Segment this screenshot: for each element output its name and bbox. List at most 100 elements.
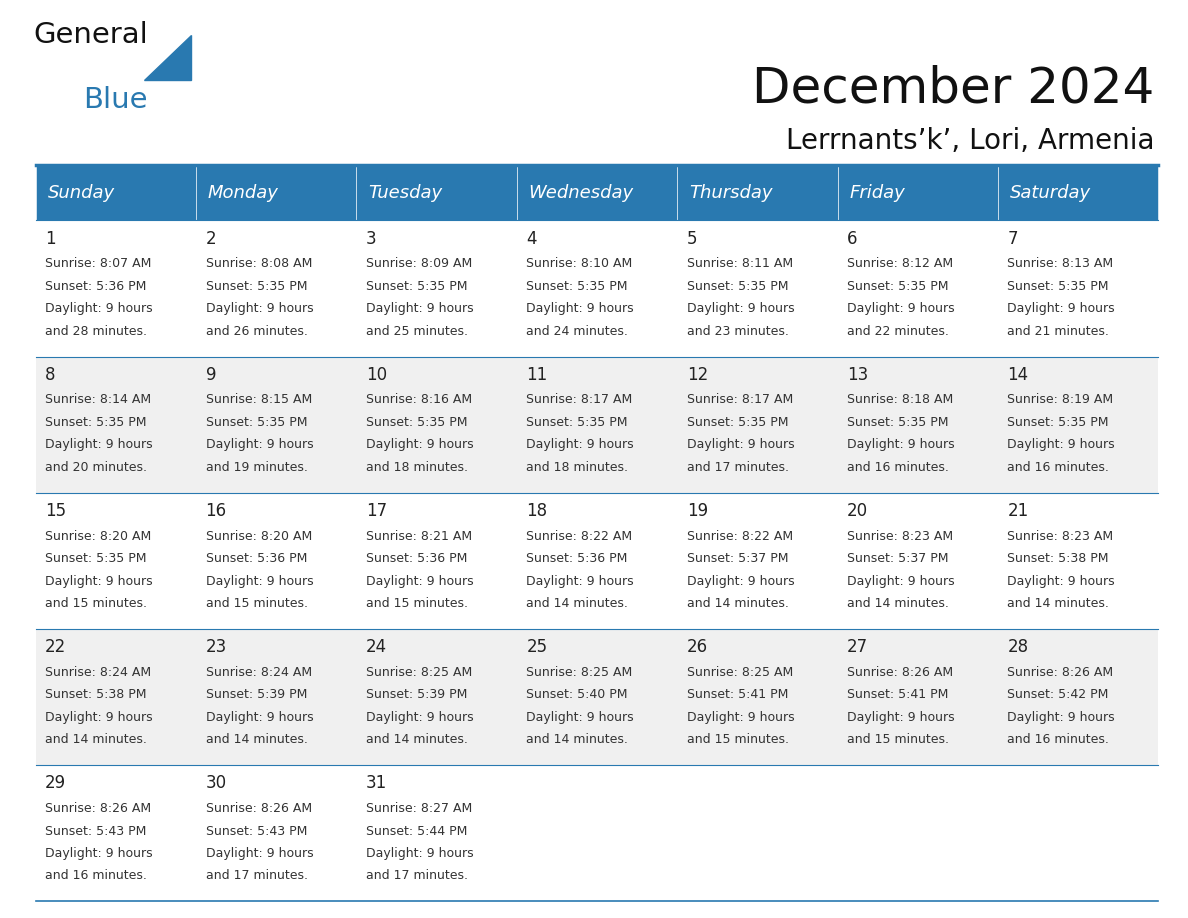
Text: Daylight: 9 hours: Daylight: 9 hours: [526, 438, 634, 452]
Text: Sunset: 5:35 PM: Sunset: 5:35 PM: [1007, 416, 1108, 429]
Text: Daylight: 9 hours: Daylight: 9 hours: [366, 302, 474, 315]
Text: and 24 minutes.: and 24 minutes.: [526, 325, 628, 338]
Text: Sunset: 5:36 PM: Sunset: 5:36 PM: [526, 552, 627, 565]
Text: and 18 minutes.: and 18 minutes.: [366, 461, 468, 474]
Text: Sunrise: 8:25 AM: Sunrise: 8:25 AM: [687, 666, 792, 678]
Text: and 17 minutes.: and 17 minutes.: [206, 869, 308, 882]
Text: Sunset: 5:35 PM: Sunset: 5:35 PM: [206, 280, 307, 293]
Text: Daylight: 9 hours: Daylight: 9 hours: [847, 438, 955, 452]
Text: 27: 27: [847, 638, 868, 656]
Text: Daylight: 9 hours: Daylight: 9 hours: [45, 847, 153, 860]
Text: 10: 10: [366, 365, 387, 384]
Text: Sunrise: 8:26 AM: Sunrise: 8:26 AM: [206, 802, 311, 815]
Text: and 25 minutes.: and 25 minutes.: [366, 325, 468, 338]
Text: Thursday: Thursday: [689, 184, 772, 202]
Text: and 15 minutes.: and 15 minutes.: [366, 597, 468, 610]
Text: Sunset: 5:39 PM: Sunset: 5:39 PM: [366, 688, 467, 701]
Text: Sunset: 5:35 PM: Sunset: 5:35 PM: [366, 280, 467, 293]
Text: Daylight: 9 hours: Daylight: 9 hours: [206, 847, 314, 860]
Text: 2: 2: [206, 230, 216, 248]
Text: 21: 21: [1007, 502, 1029, 520]
Text: Daylight: 9 hours: Daylight: 9 hours: [847, 711, 955, 723]
Text: Sunrise: 8:17 AM: Sunrise: 8:17 AM: [687, 393, 792, 407]
Text: 8: 8: [45, 365, 56, 384]
Text: 24: 24: [366, 638, 387, 656]
Text: 31: 31: [366, 775, 387, 792]
Text: 22: 22: [45, 638, 67, 656]
Text: Sunrise: 8:25 AM: Sunrise: 8:25 AM: [366, 666, 472, 678]
Text: General: General: [33, 21, 148, 49]
Text: 29: 29: [45, 775, 67, 792]
Text: and 15 minutes.: and 15 minutes.: [206, 597, 308, 610]
Text: Sunset: 5:35 PM: Sunset: 5:35 PM: [847, 280, 948, 293]
Text: Daylight: 9 hours: Daylight: 9 hours: [526, 711, 634, 723]
Text: 13: 13: [847, 365, 868, 384]
Text: Daylight: 9 hours: Daylight: 9 hours: [1007, 711, 1116, 723]
Text: Sunrise: 8:21 AM: Sunrise: 8:21 AM: [366, 530, 472, 543]
Text: Daylight: 9 hours: Daylight: 9 hours: [45, 575, 153, 588]
Text: 11: 11: [526, 365, 548, 384]
Text: Sunrise: 8:26 AM: Sunrise: 8:26 AM: [1007, 666, 1113, 678]
Text: Sunset: 5:43 PM: Sunset: 5:43 PM: [206, 824, 307, 837]
Text: 14: 14: [1007, 365, 1029, 384]
Text: 6: 6: [847, 230, 858, 248]
Text: Sunset: 5:36 PM: Sunset: 5:36 PM: [206, 552, 307, 565]
Text: and 18 minutes.: and 18 minutes.: [526, 461, 628, 474]
Text: Sunrise: 8:26 AM: Sunrise: 8:26 AM: [847, 666, 953, 678]
Text: and 16 minutes.: and 16 minutes.: [45, 869, 147, 882]
Text: Friday: Friday: [849, 184, 905, 202]
Text: 16: 16: [206, 502, 227, 520]
Text: Sunrise: 8:20 AM: Sunrise: 8:20 AM: [206, 530, 311, 543]
Text: and 15 minutes.: and 15 minutes.: [847, 733, 949, 746]
Text: Sunrise: 8:09 AM: Sunrise: 8:09 AM: [366, 257, 472, 270]
Text: 30: 30: [206, 775, 227, 792]
Text: and 17 minutes.: and 17 minutes.: [687, 461, 789, 474]
Text: Sunset: 5:38 PM: Sunset: 5:38 PM: [1007, 552, 1108, 565]
Text: and 15 minutes.: and 15 minutes.: [45, 597, 147, 610]
Text: Sunset: 5:44 PM: Sunset: 5:44 PM: [366, 824, 467, 837]
Text: Sunrise: 8:12 AM: Sunrise: 8:12 AM: [847, 257, 953, 270]
Text: Sunset: 5:37 PM: Sunset: 5:37 PM: [847, 552, 948, 565]
Text: and 17 minutes.: and 17 minutes.: [366, 869, 468, 882]
Text: 15: 15: [45, 502, 67, 520]
Text: 19: 19: [687, 502, 708, 520]
Text: Sunset: 5:35 PM: Sunset: 5:35 PM: [366, 416, 467, 429]
Text: Daylight: 9 hours: Daylight: 9 hours: [366, 847, 474, 860]
Text: and 22 minutes.: and 22 minutes.: [847, 325, 949, 338]
Text: Sunset: 5:35 PM: Sunset: 5:35 PM: [687, 280, 788, 293]
Text: Sunrise: 8:20 AM: Sunrise: 8:20 AM: [45, 530, 151, 543]
Text: Daylight: 9 hours: Daylight: 9 hours: [687, 438, 795, 452]
Text: Sunrise: 8:24 AM: Sunrise: 8:24 AM: [45, 666, 151, 678]
Text: Sunrise: 8:15 AM: Sunrise: 8:15 AM: [206, 393, 311, 407]
Text: Sunset: 5:35 PM: Sunset: 5:35 PM: [1007, 280, 1108, 293]
Text: Sunrise: 8:25 AM: Sunrise: 8:25 AM: [526, 666, 632, 678]
Text: Lerrnants’k’, Lori, Armenia: Lerrnants’k’, Lori, Armenia: [786, 127, 1155, 155]
Text: 18: 18: [526, 502, 548, 520]
Text: Daylight: 9 hours: Daylight: 9 hours: [206, 302, 314, 315]
Text: Sunrise: 8:17 AM: Sunrise: 8:17 AM: [526, 393, 632, 407]
Text: 28: 28: [1007, 638, 1029, 656]
Text: and 14 minutes.: and 14 minutes.: [687, 597, 789, 610]
Text: Sunset: 5:36 PM: Sunset: 5:36 PM: [366, 552, 467, 565]
Text: Wednesday: Wednesday: [529, 184, 633, 202]
Text: 5: 5: [687, 230, 697, 248]
Text: Sunrise: 8:14 AM: Sunrise: 8:14 AM: [45, 393, 151, 407]
Text: December 2024: December 2024: [752, 64, 1155, 112]
Text: Sunset: 5:35 PM: Sunset: 5:35 PM: [526, 416, 627, 429]
Text: Sunrise: 8:16 AM: Sunrise: 8:16 AM: [366, 393, 472, 407]
Text: and 28 minutes.: and 28 minutes.: [45, 325, 147, 338]
Text: Daylight: 9 hours: Daylight: 9 hours: [847, 302, 955, 315]
Text: Sunrise: 8:11 AM: Sunrise: 8:11 AM: [687, 257, 792, 270]
Text: and 16 minutes.: and 16 minutes.: [1007, 733, 1110, 746]
Text: Daylight: 9 hours: Daylight: 9 hours: [526, 302, 634, 315]
Text: Sunrise: 8:22 AM: Sunrise: 8:22 AM: [687, 530, 792, 543]
Text: and 20 minutes.: and 20 minutes.: [45, 461, 147, 474]
Text: Sunrise: 8:22 AM: Sunrise: 8:22 AM: [526, 530, 632, 543]
Text: and 14 minutes.: and 14 minutes.: [1007, 597, 1110, 610]
Text: Sunset: 5:35 PM: Sunset: 5:35 PM: [206, 416, 307, 429]
Text: Sunrise: 8:18 AM: Sunrise: 8:18 AM: [847, 393, 953, 407]
Text: Sunset: 5:35 PM: Sunset: 5:35 PM: [687, 416, 788, 429]
Text: Sunset: 5:35 PM: Sunset: 5:35 PM: [847, 416, 948, 429]
Text: 25: 25: [526, 638, 548, 656]
Text: 7: 7: [1007, 230, 1018, 248]
